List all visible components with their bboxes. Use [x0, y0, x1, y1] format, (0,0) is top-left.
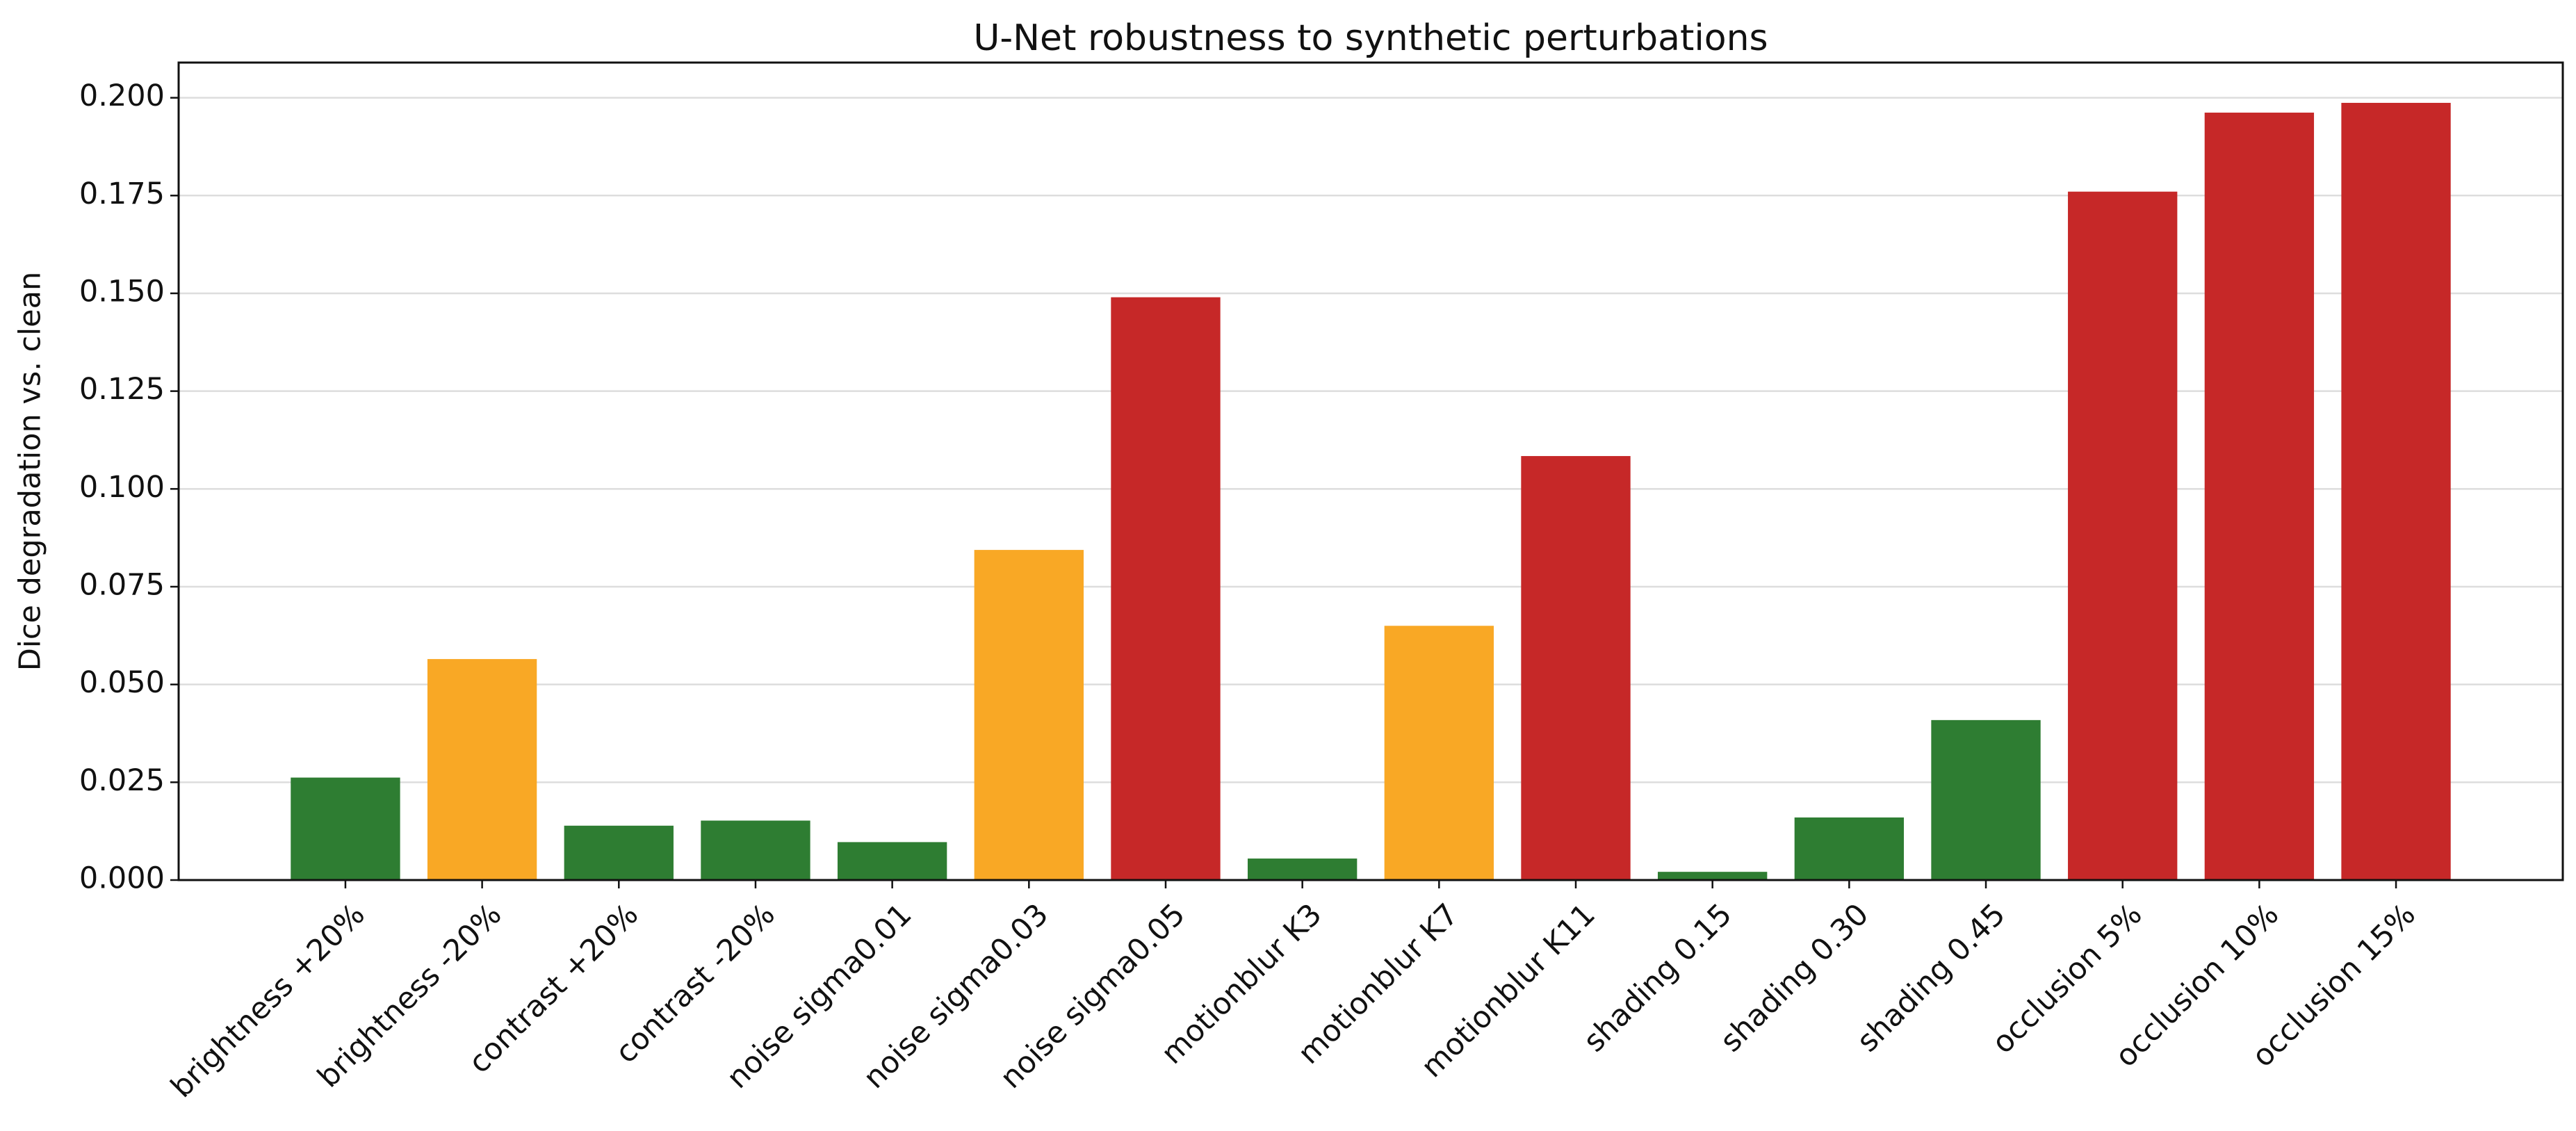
bar: [974, 550, 1084, 880]
y-tick-label: 0.125: [79, 372, 165, 407]
bar: [2341, 102, 2451, 881]
y-tick-label: 0.075: [79, 567, 165, 602]
bar: [427, 659, 537, 880]
y-tick-label: 0.100: [79, 470, 165, 505]
y-tick-label: 0.050: [79, 665, 165, 700]
y-axis-label: Dice degradation vs. clean: [13, 272, 48, 671]
bar: [1384, 626, 1494, 880]
bar: [1247, 859, 1358, 880]
y-tick-label: 0.200: [79, 79, 165, 113]
y-tick-label: 0.000: [79, 861, 165, 896]
bar: [1931, 719, 2041, 880]
y-tick-label: 0.175: [79, 177, 165, 211]
bar: [2068, 191, 2178, 880]
bar: [2204, 113, 2315, 881]
bar: [1521, 456, 1631, 880]
bar: [1794, 817, 1905, 880]
y-tick-label: 0.150: [79, 274, 165, 309]
bar: [291, 777, 400, 880]
bar: [1111, 297, 1221, 880]
bar: [564, 825, 674, 880]
bar: [701, 820, 810, 880]
y-tick-label: 0.025: [79, 763, 165, 798]
plot-frame: [177, 61, 2564, 881]
bar: [837, 842, 947, 880]
chart-title: U-Net robustness to synthetic perturbati…: [973, 17, 1768, 59]
bar: [1658, 872, 1768, 880]
